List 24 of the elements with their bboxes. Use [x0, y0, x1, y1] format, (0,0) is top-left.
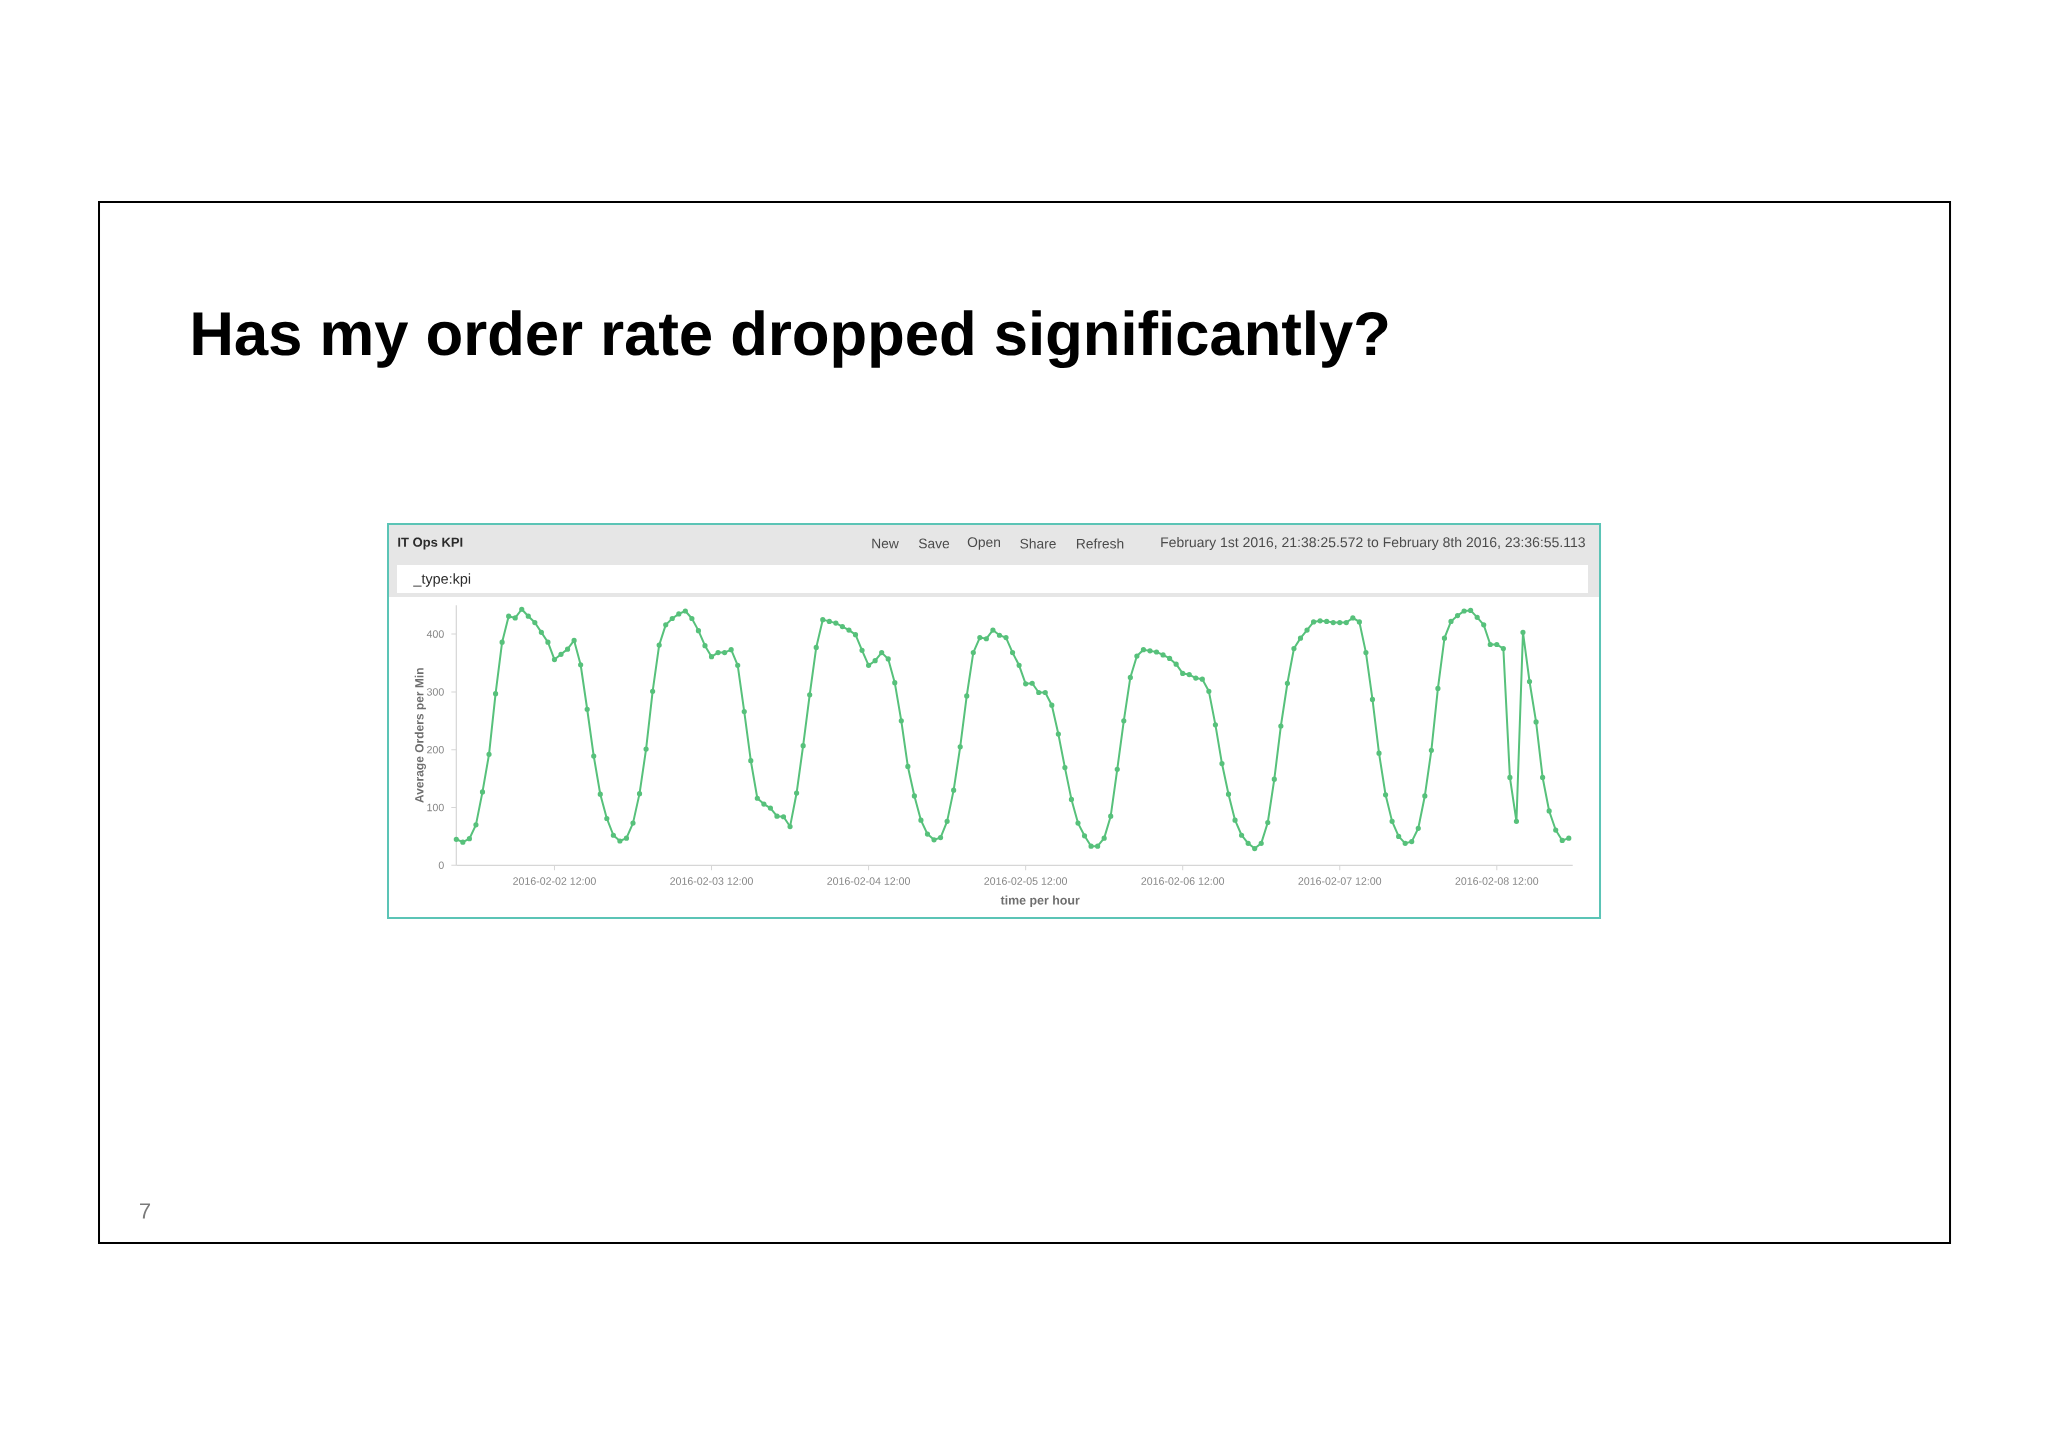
text: February 1st 2016, 21:38:25.572 to February 8th 2016, 23:36:55.113	[1161, 536, 1585, 551]
x-tick-label: 2016-02-06 12:00	[1141, 877, 1225, 885]
text: 7	[140, 1203, 151, 1219]
x-tick-label: 2016-02-05 12:00	[984, 877, 1068, 885]
text: _type:kpi	[413, 573, 471, 587]
y-tick-label: 0	[438, 861, 444, 870]
y-tick-label: 400	[426, 630, 444, 638]
text: Share	[1020, 538, 1056, 549]
x-tick-label: 2016-02-08 12:00	[1455, 877, 1539, 885]
y-tick-label: 200	[427, 745, 444, 754]
x-tick-label: 2016-02-07 12:00	[1298, 877, 1382, 885]
text: Open	[967, 537, 1000, 550]
y-tick-label: 100	[427, 803, 444, 812]
x-axis-title: time per hour	[1000, 895, 1080, 908]
x-tick-label: 2016-02-03 12:00	[670, 877, 753, 885]
text: Save	[918, 538, 950, 549]
text: Refresh	[1076, 538, 1124, 549]
text: New	[872, 538, 899, 549]
x-tick-label: 2016-02-02 12:00	[513, 877, 596, 885]
x-tick-label: 2016-02-04 12:00	[827, 877, 910, 885]
y-axis-title: Average Orders per Min	[414, 668, 426, 803]
y-tick-label: 300	[426, 688, 444, 696]
text: IT Ops KPI	[398, 537, 463, 550]
chart-title: Has my order rate dropped significantly?	[193, 310, 1388, 369]
